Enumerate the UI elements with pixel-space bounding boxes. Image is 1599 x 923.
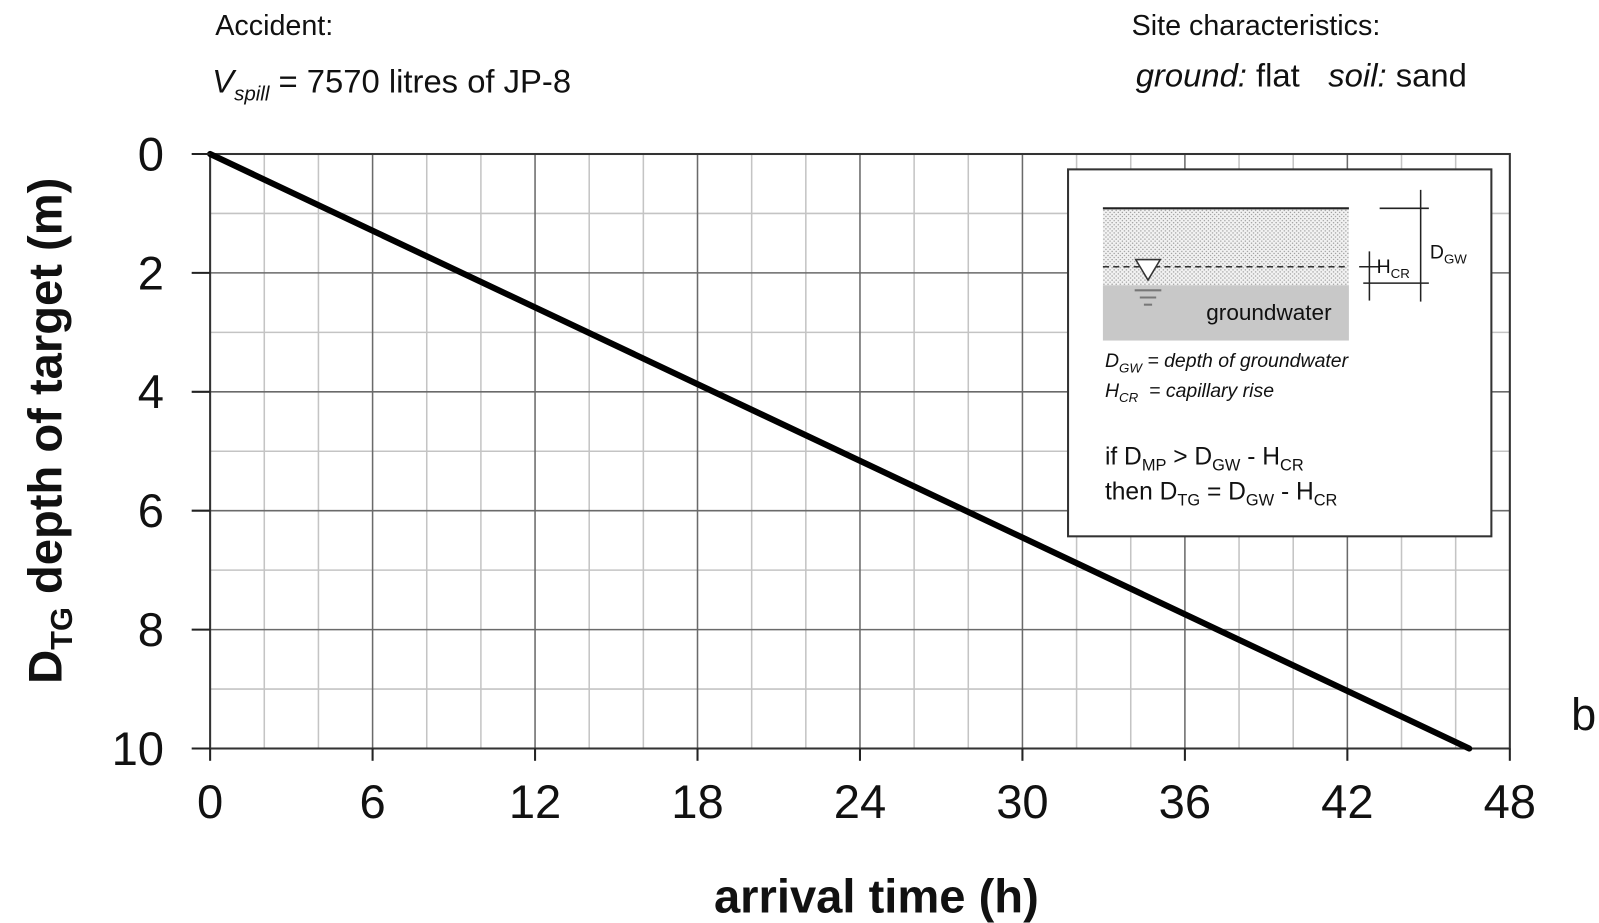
header-site: Site characteristics: bbox=[1132, 10, 1381, 42]
y-tick-label: 6 bbox=[138, 484, 164, 537]
y-tick-label: 4 bbox=[138, 365, 164, 418]
y-label-sub: TG bbox=[44, 607, 79, 650]
data-line bbox=[207, 150, 1473, 752]
y-tick-label: 0 bbox=[138, 127, 164, 180]
spill-symbol: V bbox=[212, 63, 237, 100]
y-tick-label: 2 bbox=[138, 246, 164, 299]
rule-text: - H bbox=[1274, 478, 1314, 505]
x-tick-label: 36 bbox=[1159, 775, 1211, 828]
hcr-label: HCR bbox=[1377, 256, 1410, 281]
rule-sub: TG bbox=[1177, 492, 1200, 510]
groundwater-zone bbox=[1102, 285, 1349, 341]
hcr-sub: CR bbox=[1391, 266, 1410, 281]
dimension-lines bbox=[1359, 189, 1429, 302]
soil bbox=[1102, 208, 1349, 286]
y-label-symbol: D bbox=[18, 650, 71, 684]
site-ground-val: flat bbox=[1247, 56, 1318, 93]
def-sub: GW bbox=[1119, 360, 1143, 375]
rule-text: = D bbox=[1200, 478, 1246, 505]
y-tick-label: 10 bbox=[112, 722, 164, 775]
site-soil-val: sand bbox=[1387, 56, 1467, 93]
rule-sub: CR bbox=[1280, 457, 1304, 475]
x-tick-label: 48 bbox=[1484, 775, 1536, 828]
hcr-symbol: H bbox=[1377, 256, 1391, 278]
x-tick-label: 18 bbox=[671, 775, 723, 828]
x-tick-label: 12 bbox=[509, 775, 561, 828]
rule-text: - H bbox=[1240, 444, 1280, 471]
spill-sub: spill bbox=[234, 83, 271, 106]
rule-sub: MP bbox=[1142, 457, 1167, 475]
rule-text: then D bbox=[1105, 478, 1177, 505]
dgw-sub: GW bbox=[1444, 252, 1467, 267]
def-symbol: H bbox=[1105, 380, 1120, 402]
x-tick-label: 24 bbox=[834, 775, 886, 828]
def-hcr: HCR = capillary rise bbox=[1105, 380, 1274, 405]
def-dgw: DGW = depth of groundwater bbox=[1105, 350, 1350, 375]
dgw-symbol: D bbox=[1430, 242, 1444, 264]
rule-text: if D bbox=[1105, 444, 1142, 471]
header-spill: Vspill = 7570 litres of JP-8 bbox=[212, 63, 571, 106]
dgw-label: DGW bbox=[1430, 242, 1467, 267]
inset: groundwater HCR DGW DGW = depth of groun… bbox=[1067, 168, 1493, 538]
header-site-detail: ground: flat soil: sand bbox=[1136, 56, 1467, 93]
y-axis-label: DTG depth of target (m) bbox=[18, 178, 78, 684]
def-sub: CR bbox=[1119, 390, 1139, 405]
spill-text: = 7570 litres of JP-8 bbox=[269, 63, 571, 100]
rule-text: > D bbox=[1166, 444, 1212, 471]
y-tick-label: 8 bbox=[138, 603, 164, 656]
panel-label: b bbox=[1571, 689, 1596, 740]
groundwater-label: groundwater bbox=[1206, 300, 1332, 325]
rule-then: then DTG = DGW - HCR bbox=[1105, 478, 1338, 509]
def-symbol: D bbox=[1105, 350, 1119, 372]
rule-sub: GW bbox=[1212, 457, 1241, 475]
site-soil-key: soil: bbox=[1328, 56, 1386, 93]
rule-sub: CR bbox=[1314, 492, 1338, 510]
x-axis-label: arrival time (h) bbox=[714, 870, 1039, 923]
x-tick-label: 6 bbox=[359, 775, 385, 828]
site-ground-key: ground: bbox=[1136, 56, 1247, 93]
header-accident: Accident: bbox=[215, 10, 333, 42]
x-tick-label: 42 bbox=[1321, 775, 1373, 828]
rule-if: if DMP > DGW - HCR bbox=[1105, 444, 1304, 475]
x-tick-label: 0 bbox=[197, 775, 223, 828]
rule-sub: GW bbox=[1246, 492, 1275, 510]
x-tick-label: 30 bbox=[996, 775, 1048, 828]
def-text: = depth of groundwater bbox=[1142, 350, 1350, 372]
y-label-text: depth of target (m) bbox=[18, 178, 71, 607]
def-text: = capillary rise bbox=[1138, 380, 1274, 402]
water-table-symbol bbox=[1134, 258, 1162, 282]
